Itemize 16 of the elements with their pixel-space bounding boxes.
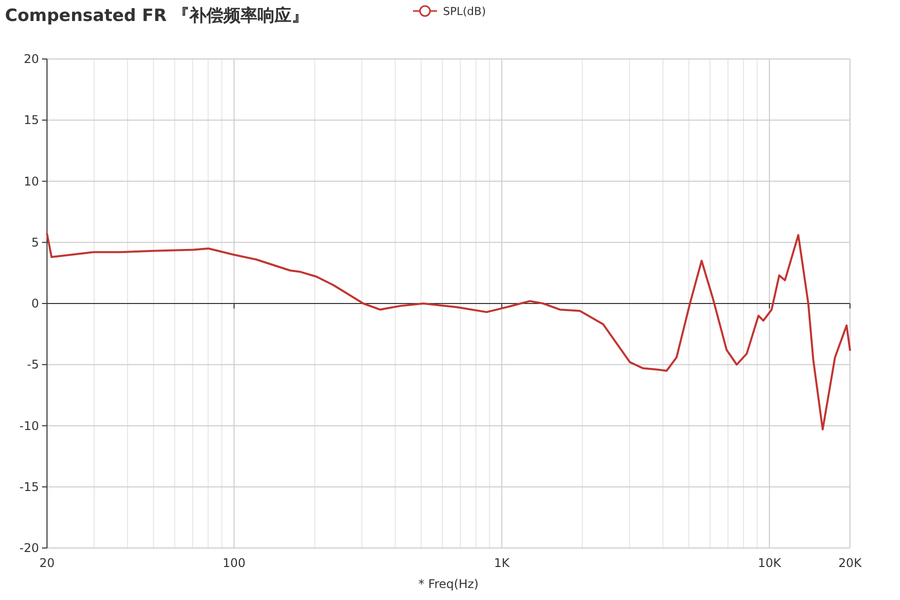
y-tick-label: -15: [19, 480, 39, 494]
y-tick-label: -5: [27, 358, 39, 372]
y-tick-label: 20: [24, 52, 39, 66]
y-tick-label: -10: [19, 418, 39, 433]
legend-label: SPL(dB): [443, 5, 486, 18]
x-tick-label: 20K: [838, 556, 863, 570]
x-tick-label: 10K: [758, 556, 782, 570]
chart-title: Compensated FR 『补偿频率响应』: [5, 6, 309, 26]
x-tick-label: 100: [222, 556, 246, 570]
x-tick-label: 1K: [494, 556, 511, 570]
y-tick-label: 10: [24, 174, 39, 188]
y-tick-label: 15: [24, 113, 39, 128]
y-tick-label: 0: [31, 296, 39, 310]
x-axis-title: * Freq(Hz): [418, 577, 479, 591]
y-tick-label: 5: [31, 235, 39, 250]
y-tick-label: -20: [19, 541, 39, 555]
